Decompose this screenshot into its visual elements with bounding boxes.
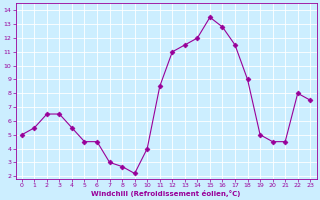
X-axis label: Windchill (Refroidissement éolien,°C): Windchill (Refroidissement éolien,°C) [91,190,241,197]
